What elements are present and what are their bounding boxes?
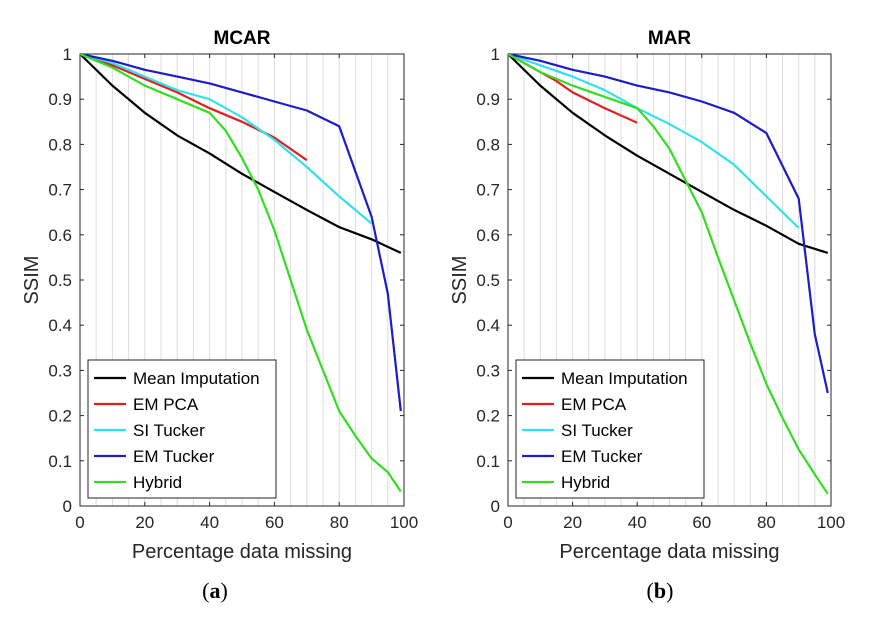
x-tick-label: 0 bbox=[75, 513, 84, 532]
legend-label-si-tucker: SI Tucker bbox=[133, 421, 205, 440]
chart-panel-a: 0 20 40 60 80 100 0 0.1 0.2 0.3 0.4 0.5 0.6 0.7 0.8 0.9… bbox=[21, 28, 418, 563]
x-tick-label: 100 bbox=[817, 513, 845, 532]
x-tick-label: 20 bbox=[135, 513, 154, 532]
legend-label-hybrid: Hybrid bbox=[133, 473, 182, 492]
y-tick-label: 0.3 bbox=[476, 361, 500, 380]
y-tick-label: 1 bbox=[491, 45, 500, 64]
x-tick-label: 60 bbox=[265, 513, 284, 532]
legend-label-em-tucker: EM Tucker bbox=[133, 447, 215, 466]
x-tick-label: 20 bbox=[563, 513, 582, 532]
x-tick-label: 0 bbox=[503, 513, 512, 532]
y-axis-label: SSIM bbox=[449, 256, 471, 305]
x-tick-label: 40 bbox=[628, 513, 647, 532]
y-tick-label: 0.4 bbox=[476, 316, 500, 335]
y-tick-label: 0.1 bbox=[48, 452, 72, 471]
caption-b: (b) bbox=[646, 578, 674, 603]
y-tick-label: 0.6 bbox=[476, 226, 500, 245]
caption-a: (a) bbox=[202, 578, 228, 603]
series-line-em-tucker bbox=[507, 52, 829, 394]
y-tick-label: 0 bbox=[491, 497, 500, 516]
chart-title: MCAR bbox=[214, 28, 271, 49]
series-line-si-tucker bbox=[507, 52, 800, 229]
y-tick-label: 0.1 bbox=[476, 452, 500, 471]
x-tick-label: 80 bbox=[757, 513, 776, 532]
series-line-mean-imputation bbox=[507, 53, 829, 254]
y-axis-label: SSIM bbox=[21, 256, 43, 305]
x-axis-label: Percentage data missing bbox=[132, 541, 352, 563]
y-tick-label: 0.3 bbox=[48, 361, 72, 380]
legend-label-hybrid: Hybrid bbox=[561, 473, 610, 492]
series-line-em-tucker bbox=[79, 52, 402, 412]
y-tick-label: 0.7 bbox=[476, 181, 500, 200]
x-tick-label: 100 bbox=[390, 513, 418, 532]
legend-label-mean-imputation: Mean Imputation bbox=[133, 369, 260, 388]
y-tick-label: 0 bbox=[63, 497, 72, 516]
y-tick-label: 0.5 bbox=[48, 271, 72, 290]
chart-panel-b: 0 20 40 60 80 100 0 0.1 0.2 0.3 0.4 0.5 0.6 0.7 0.8 0.9… bbox=[449, 28, 845, 563]
legend-label-em-pca: EM PCA bbox=[561, 395, 627, 414]
y-tick-label: 0.8 bbox=[48, 135, 72, 154]
caption-letter-b: b bbox=[653, 578, 667, 603]
y-tick-label: 0.6 bbox=[48, 226, 72, 245]
caption-letter-a: a bbox=[209, 578, 221, 603]
legend-label-em-tucker: EM Tucker bbox=[561, 447, 643, 466]
x-tick-label: 40 bbox=[200, 513, 219, 532]
legend-label-si-tucker: SI Tucker bbox=[561, 421, 633, 440]
y-tick-label: 1 bbox=[63, 45, 72, 64]
y-tick-label: 0.2 bbox=[48, 407, 72, 426]
series-line-hybrid bbox=[79, 52, 402, 493]
y-tick-label: 0.4 bbox=[48, 316, 72, 335]
y-tick-label: 0.7 bbox=[48, 181, 72, 200]
x-tick-label: 80 bbox=[330, 513, 349, 532]
legend-label-em-pca: EM PCA bbox=[133, 395, 199, 414]
y-tick-label: 0.9 bbox=[48, 90, 72, 109]
series-line-si-tucker bbox=[79, 52, 373, 225]
y-tick-label: 0.9 bbox=[476, 90, 500, 109]
legend-label-mean-imputation: Mean Imputation bbox=[561, 369, 688, 388]
chart-title: MAR bbox=[648, 28, 692, 49]
series-line-mean-imputation bbox=[79, 53, 402, 254]
x-axis-label: Percentage data missing bbox=[559, 541, 779, 563]
y-tick-label: 0.5 bbox=[476, 271, 500, 290]
y-tick-label: 0.8 bbox=[476, 135, 500, 154]
series-line-hybrid bbox=[507, 53, 829, 495]
x-tick-label: 60 bbox=[692, 513, 711, 532]
y-tick-label: 0.2 bbox=[476, 407, 500, 426]
